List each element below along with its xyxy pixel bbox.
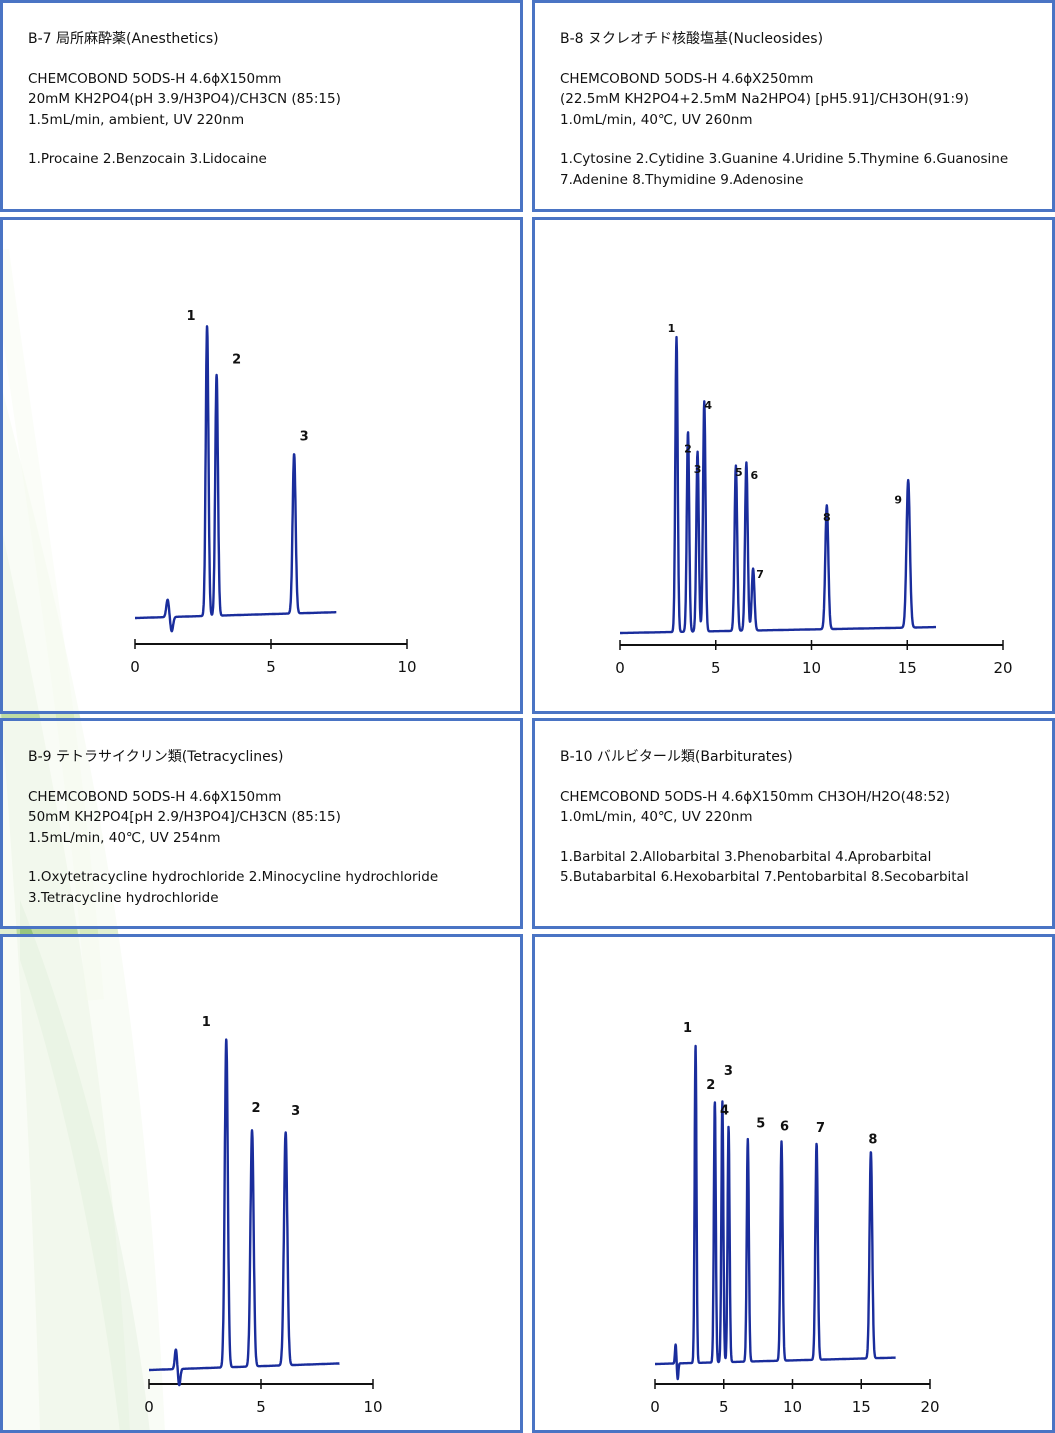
peak-label: 4 (720, 1104, 729, 1119)
peak-label: 4 (704, 399, 712, 412)
x-tick-label: 20 (993, 659, 1012, 677)
peak-label: 3 (300, 430, 309, 445)
peak-label: 5 (756, 1116, 765, 1131)
panel-b10-info: B-10 バルビタール類(Barbiturates) CHEMCOBOND 5O… (532, 718, 1055, 929)
x-tick-label: 10 (363, 1398, 382, 1416)
peak-label: 5 (735, 466, 743, 479)
peak-label: 8 (868, 1132, 877, 1147)
panel-title: B-7 局所麻酔薬(Anesthetics) (28, 31, 219, 47)
chromatogram-trace (148, 1038, 341, 1387)
peak-label: 1 (187, 309, 196, 324)
peak-legend-line: 5.Butabarbital 6.Hexobarbital 7.Pentobar… (560, 869, 969, 885)
peak-legend-line: 7.Adenine 8.Thymidine 9.Adenosine (560, 171, 804, 188)
panel-b9-info: B-9 テトラサイクリン類(Tetracyclines) CHEMCOBOND … (0, 718, 523, 929)
peak-label: 3 (694, 463, 702, 476)
x-tick-label: 0 (615, 659, 625, 677)
x-tick-label: 10 (397, 658, 416, 676)
panel-title: B-8 ヌクレオチド核酸塩基(Nucleosides) (560, 31, 824, 47)
x-tick-label: 5 (719, 1398, 729, 1416)
panel-title: B-10 バルビタール類(Barbiturates) (560, 749, 793, 765)
peak-legend-line: 3.Tetracycline hydrochloride (28, 889, 219, 906)
condition-line: 1.0mL/min, 40℃, UV 220nm (560, 809, 753, 825)
peak-legend-line: 1.Oxytetracycline hydrochloride 2.Minocy… (28, 869, 439, 885)
peak-label: 3 (724, 1064, 733, 1079)
panel-b10-chromatogram: 0 5 10 15 20 1 2 3 4 5 6 7 8 (532, 934, 1055, 1433)
condition-line: CHEMCOBOND 5ODS-H 4.6ϕX150mm CH3OH/H2O(4… (560, 788, 951, 805)
peak-label: 6 (780, 1120, 789, 1135)
peak-label: 9 (894, 494, 902, 507)
condition-line: CHEMCOBOND 5ODS-H 4.6ϕX250mm (560, 70, 814, 87)
condition-line: 1.5mL/min, ambient, UV 220nm (28, 111, 245, 128)
condition-line: 1.5mL/min, 40℃, UV 254nm (28, 829, 221, 846)
condition-line: CHEMCOBOND 5ODS-H 4.6ϕX150mm (28, 70, 282, 87)
x-tick-label: 0 (650, 1398, 660, 1416)
peak-label: 2 (684, 442, 692, 455)
panel-b8-chromatogram: 0 5 10 15 20 1 2 3 4 5 6 7 8 9 (532, 217, 1055, 714)
x-tick-label: 0 (144, 1398, 154, 1416)
x-tick-label: 5 (256, 1398, 266, 1416)
peak-legend-line: 1.Barbital 2.Allobarbital 3.Phenobarbita… (560, 848, 932, 865)
peak-legend-line: 1.Cytosine 2.Cytidine 3.Guanine 4.Uridin… (560, 151, 1009, 167)
peak-label: 3 (291, 1104, 300, 1119)
peak-label: 1 (683, 1021, 692, 1036)
peak-label: 2 (232, 352, 241, 367)
x-tick-label: 10 (802, 659, 821, 677)
x-tick-label: 10 (783, 1398, 802, 1416)
peak-label: 1 (668, 322, 676, 335)
peak-label: 8 (823, 511, 831, 524)
x-tick-label: 5 (711, 659, 721, 677)
panel-b7-info: B-7 局所麻酔薬(Anesthetics) CHEMCOBOND 5ODS-H… (0, 0, 523, 212)
x-tick-label: 0 (130, 658, 140, 676)
condition-line: 20mM KH2PO4(pH 3.9/H3PO4)/CH3CN (85:15) (28, 91, 341, 107)
panel-b9-chromatogram: 0 5 10 1 2 3 (0, 934, 523, 1433)
x-tick-label: 15 (852, 1398, 871, 1416)
chromatogram-trace (619, 335, 937, 635)
panel-b7-chromatogram: 0 5 10 1 2 3 (0, 217, 523, 714)
condition-line: (22.5mM KH2PO4+2.5mM Na2HPO4) [pH5.91]/C… (560, 91, 969, 107)
condition-line: 1.0mL/min, 40℃, UV 260nm (560, 111, 753, 128)
panel-b8-info: B-8 ヌクレオチド核酸塩基(Nucleosides) CHEMCOBOND 5… (532, 0, 1055, 212)
condition-line: 50mM KH2PO4[pH 2.9/H3PO4]/CH3CN (85:15) (28, 809, 341, 825)
peak-label: 7 (756, 568, 764, 581)
peak-label: 1 (202, 1015, 211, 1030)
x-tick-label: 5 (266, 658, 276, 676)
x-tick-label: 15 (898, 659, 917, 677)
panel-title: B-9 テトラサイクリン類(Tetracyclines) (28, 749, 284, 765)
condition-line: CHEMCOBOND 5ODS-H 4.6ϕX150mm (28, 788, 282, 805)
peak-label: 7 (816, 1121, 825, 1136)
chromatogram-b7: 0 5 10 1 2 3 (130, 309, 416, 676)
x-tick-label: 20 (920, 1398, 939, 1416)
peak-legend-line: 1.Procaine 2.Benzocain 3.Lidocaine (28, 151, 267, 167)
chromatogram-trace (654, 1044, 897, 1381)
peak-label: 6 (751, 469, 759, 482)
peak-label: 2 (252, 1101, 261, 1116)
peak-label: 2 (706, 1078, 715, 1093)
chromatogram-b9: 0 5 10 1 2 3 (144, 1015, 382, 1416)
chromatogram-trace (134, 325, 338, 633)
